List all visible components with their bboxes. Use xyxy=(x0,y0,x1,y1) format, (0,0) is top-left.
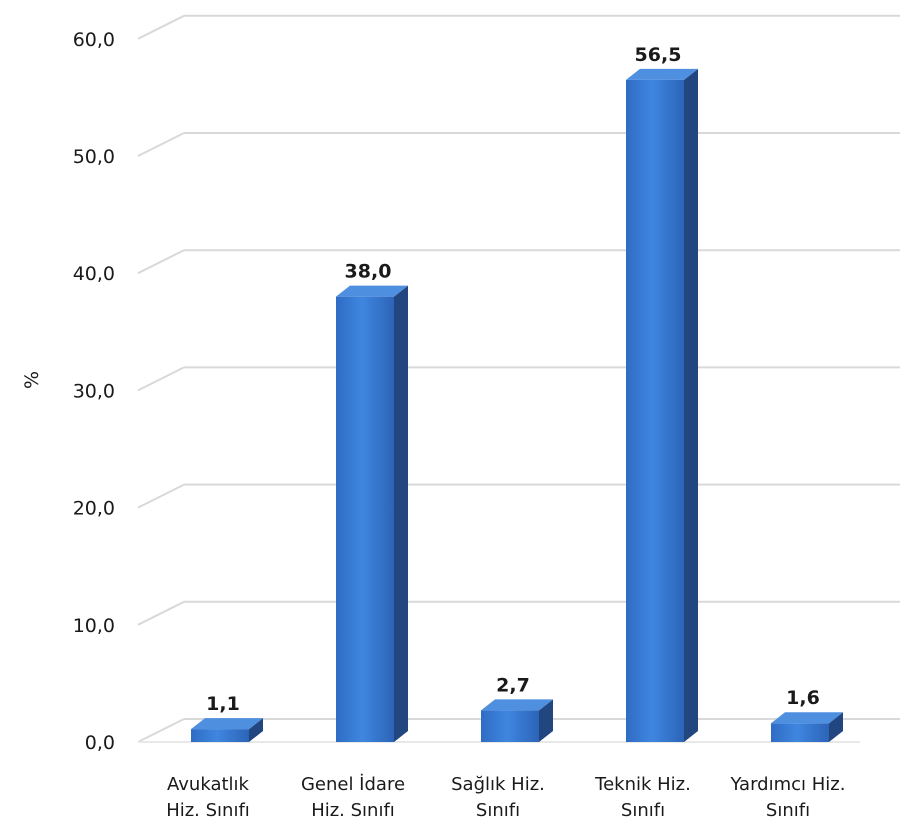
x-category-label-line: Avukatlık xyxy=(167,774,250,795)
data-label: 1,1 xyxy=(206,693,240,715)
x-category-label-line: Yardımcı Hiz. xyxy=(730,774,846,795)
gridline-diagonal xyxy=(137,483,185,509)
bar-side-face xyxy=(684,68,698,742)
x-category-label-line: Sınıfı xyxy=(621,800,665,821)
bar-front-face xyxy=(626,79,684,742)
x-category-label: Avukatlık Hiz. Sınıfı xyxy=(166,774,250,821)
bar xyxy=(481,699,553,742)
x-category-label-line: Sağlık Hiz. xyxy=(451,774,545,795)
x-category-label: Genel İdare Hiz. Sınıfı xyxy=(301,774,405,821)
x-category-label-line: Sınıfı xyxy=(476,800,520,821)
bar-top-face xyxy=(771,712,843,724)
y-axis-ticks: 0,0 10,0 20,0 30,0 40,0 50,0 60,0 xyxy=(73,29,115,754)
gridline-diagonal xyxy=(137,718,185,743)
x-category-label-line: Sınıfı xyxy=(766,800,810,821)
bar-top-face xyxy=(336,285,408,297)
y-tick-label: 10,0 xyxy=(73,615,115,637)
y-axis-title: % xyxy=(21,371,43,389)
x-category-label-line: Hiz. Sınıfı xyxy=(166,800,250,821)
bar-top-face xyxy=(191,718,263,730)
y-tick-label: 20,0 xyxy=(73,498,115,520)
gridlines xyxy=(137,14,900,743)
gridline-diagonal xyxy=(137,132,185,157)
bar-side-face xyxy=(249,718,263,742)
y-tick-label: 60,0 xyxy=(73,29,115,51)
bar-side-face xyxy=(829,712,843,742)
y-tick-label: 40,0 xyxy=(73,263,115,285)
bar-top-face xyxy=(481,699,553,711)
x-category-label: Teknik Hiz. Sınıfı xyxy=(594,774,691,821)
bar-front-face xyxy=(336,296,394,742)
bar xyxy=(771,712,843,742)
bar-front-face xyxy=(481,710,539,742)
bar xyxy=(191,718,263,742)
x-axis-labels: Avukatlık Hiz. Sınıfı Genel İdare Hiz. Sını… xyxy=(166,774,845,821)
bar xyxy=(626,68,698,742)
data-label: 2,7 xyxy=(496,674,530,696)
x-category-label-line: Teknik Hiz. xyxy=(594,774,691,795)
bar-front-face xyxy=(191,729,249,742)
bar-side-face xyxy=(539,699,553,742)
gridline-diagonal xyxy=(137,600,185,626)
data-label: 38,0 xyxy=(345,261,392,283)
gridline-diagonal xyxy=(137,14,185,40)
gridline-diagonal xyxy=(137,249,185,275)
y-tick-label: 50,0 xyxy=(73,146,115,168)
x-category-label-line: Genel İdare xyxy=(301,774,405,795)
bars: 1,1 38,0 2,7 56,5 1,6 xyxy=(191,44,843,742)
y-tick-label: 30,0 xyxy=(73,380,115,402)
x-category-label: Yardımcı Hiz. Sınıfı xyxy=(730,774,846,821)
x-category-label: Sağlık Hiz. Sınıfı xyxy=(451,774,545,821)
gridline-diagonal xyxy=(137,366,185,392)
bar-front-face xyxy=(771,723,829,742)
bar xyxy=(336,285,408,742)
bar-side-face xyxy=(394,285,408,742)
bar-top-face xyxy=(626,68,698,80)
y-tick-label: 0,0 xyxy=(85,732,115,754)
data-label: 1,6 xyxy=(786,687,820,709)
data-label: 56,5 xyxy=(635,44,682,66)
x-category-label-line: Hiz. Sınıfı xyxy=(311,800,395,821)
